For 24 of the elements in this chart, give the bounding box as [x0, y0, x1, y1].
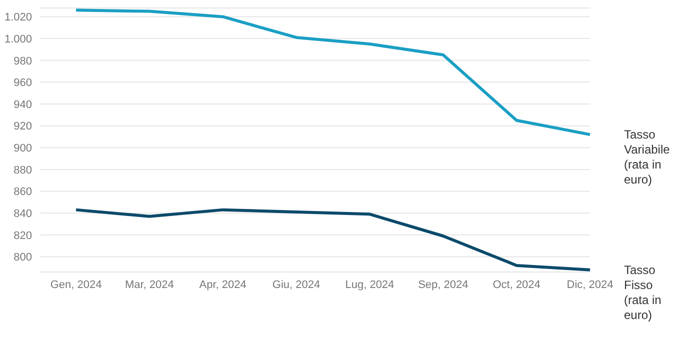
text: Tasso Fisso (rata in euro) [624, 262, 662, 322]
line-series [74, 208, 592, 272]
x-tick-label: Gen, 2024 [50, 278, 102, 291]
text: Tasso Variabile (rata in euro) [624, 128, 670, 187]
x-tick-label: Giu, 2024 [272, 278, 320, 291]
y-tick-label: 940 [14, 98, 32, 111]
x-tick-label: Mar, 2024 [124, 278, 174, 291]
y-tick-label: 800 [14, 252, 32, 264]
y-tick-label: 920 [14, 120, 32, 133]
y-tick-label: 860 [14, 186, 32, 198]
line-series [74, 8, 592, 136]
y-tick-label: 900 [14, 142, 32, 155]
x-tick-label: Oct, 2024 [492, 278, 540, 291]
x-tick-label: Dic, 2024 [566, 278, 614, 291]
y-tick-label: 960 [14, 77, 32, 90]
y-tick-label: 1.020 [4, 12, 32, 24]
x-tick-label: Sep, 2024 [418, 278, 468, 291]
x-tick-label: Lug, 2024 [345, 278, 394, 291]
x-tick-label: Apr, 2024 [199, 278, 246, 291]
y-tick-label: 980 [14, 55, 32, 68]
y-tick-label: 1.000 [4, 33, 32, 46]
y-tick-label: 840 [14, 208, 32, 220]
y-tick-label: 820 [14, 230, 32, 242]
y-tick-label: 880 [14, 164, 32, 176]
